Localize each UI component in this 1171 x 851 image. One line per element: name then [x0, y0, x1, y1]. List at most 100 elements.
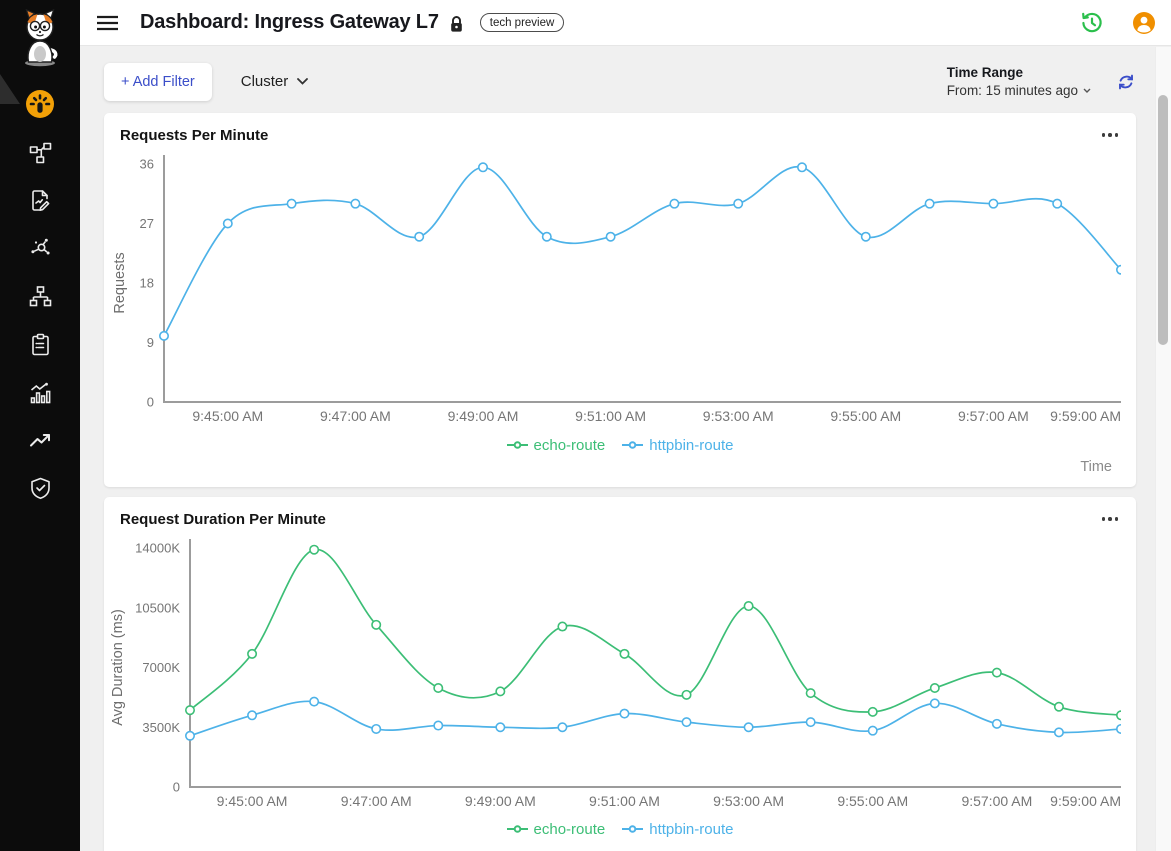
data-point-marker [371, 723, 382, 734]
refresh-button[interactable] [1117, 73, 1135, 91]
legend-item-echo-route[interactable]: echo-route [506, 821, 605, 838]
data-point-marker [371, 619, 382, 630]
sidebar-item-zones[interactable] [0, 272, 80, 320]
page-title: Dashboard: Ingress Gateway L7 [140, 11, 439, 33]
data-point-marker [541, 231, 552, 242]
data-point-marker [557, 621, 568, 632]
chart-title: Requests Per Minute [120, 127, 269, 144]
topbar-actions [1080, 11, 1156, 35]
y-tick-label: 27 [140, 216, 154, 231]
data-point-marker [805, 717, 816, 728]
data-point-marker [185, 730, 196, 741]
data-point-marker [557, 722, 568, 733]
data-point-marker [619, 648, 630, 659]
data-point-marker [991, 718, 1002, 729]
sidebar-item-metrics[interactable] [0, 368, 80, 416]
legend-label: httpbin-route [649, 820, 734, 838]
x-axis-title [104, 839, 1136, 851]
time-range-label: Time Range [946, 65, 1023, 80]
data-point-marker [247, 648, 258, 659]
user-avatar-button[interactable] [1132, 11, 1156, 35]
requests-per-minute-card: Requests Per Minute 0 9 18 27 36 Requests 9:45… [104, 113, 1136, 487]
data-point-marker [733, 198, 744, 209]
y-tick-label: 18 [140, 276, 154, 291]
chart-menu-button[interactable] [1100, 511, 1121, 527]
x-tick-label: 9:49:00 AM [448, 408, 519, 424]
legend-marker-icon [506, 825, 528, 833]
x-tick-label: 9:55:00 AM [837, 793, 908, 809]
y-tick-label: 14000K [135, 541, 180, 556]
kuma-cat-logo[interactable] [17, 6, 63, 68]
legend-item-httpbin-route[interactable]: httpbin-route [622, 821, 733, 838]
legend-item-httpbin-route[interactable]: httpbin-route [622, 437, 733, 454]
axis-line [189, 539, 1121, 788]
chart-title: Request Duration Per Minute [120, 511, 326, 528]
sidebar-item-trends[interactable] [0, 416, 80, 464]
data-point-marker [924, 198, 935, 209]
requests-per-minute-chart: 0 9 18 27 36 Requests 9:45:00 AM 9:47:00 AM 9:49… [112, 155, 1121, 424]
series-line-httpbin-route [163, 165, 1121, 337]
sidebar-item-policies[interactable] [0, 176, 80, 224]
sidebar-nav [0, 80, 80, 512]
data-point-marker [286, 198, 297, 209]
y-tick-label: 0 [147, 395, 154, 410]
x-tick-label: 9:55:00 AM [830, 408, 901, 424]
y-axis-title: Requests [112, 252, 128, 313]
y-tick-label: 3500K [142, 720, 180, 735]
x-tick-label: 9:47:00 AM [320, 408, 391, 424]
data-point-marker [805, 688, 816, 699]
legend-marker-icon [622, 825, 644, 833]
sidebar [0, 0, 80, 851]
data-point-marker [743, 722, 754, 733]
data-point-marker [1053, 701, 1064, 712]
y-tick-label: 36 [140, 157, 154, 172]
sidebar-fold-decoration [0, 74, 20, 104]
cluster-dropdown[interactable]: Cluster [241, 73, 309, 90]
y-axis-title: Avg Duration (ms) [110, 609, 126, 726]
data-point-marker [860, 231, 871, 242]
x-tick-label: 9:59:00 AM [1050, 793, 1121, 809]
chart-menu-button[interactable] [1100, 127, 1121, 143]
time-range-control: Time Range From: 15 minutes ago [947, 65, 1147, 98]
topology-icon [29, 142, 51, 163]
sidebar-item-security[interactable] [0, 464, 80, 512]
clipboard-icon [31, 333, 49, 355]
sitemap-icon [29, 285, 51, 306]
x-tick-label: 9:59:00 AM [1050, 408, 1121, 424]
data-point-marker [929, 682, 940, 693]
x-tick-label: 9:51:00 AM [575, 408, 646, 424]
shield-check-icon [30, 477, 50, 499]
series-line-echo-route [189, 548, 1121, 717]
y-tick-label: 7000K [142, 660, 180, 675]
request-duration-chart: 0 3500K 7000K 10500K 14000K Avg Duration (ms)… [110, 539, 1121, 809]
data-point-marker [495, 686, 506, 697]
data-point-marker [669, 198, 680, 209]
data-point-marker [605, 231, 616, 242]
legend-item-echo-route[interactable]: echo-route [506, 437, 605, 454]
bar-chart-icon [30, 382, 50, 403]
x-tick-label: 9:57:00 AM [958, 408, 1029, 424]
data-point-marker [247, 710, 258, 721]
data-point-marker [309, 544, 320, 555]
gauge-icon [26, 90, 54, 118]
add-filter-button[interactable]: + Add Filter [104, 62, 212, 101]
filter-bar: + Add Filter Cluster Time Range From: 15… [80, 46, 1171, 113]
lock-icon [449, 15, 464, 33]
sidebar-item-dashboards[interactable] [0, 80, 80, 128]
time-range-dropdown[interactable]: From: 15 minutes ago [947, 83, 1091, 98]
sidebar-item-checklist[interactable] [0, 320, 80, 368]
history-button[interactable] [1080, 11, 1104, 35]
hamburger-menu-button[interactable] [97, 15, 118, 31]
document-edit-icon [31, 189, 49, 211]
scrollbar-thumb[interactable] [1158, 95, 1168, 345]
data-point-marker [988, 198, 999, 209]
x-tick-label: 9:49:00 AM [465, 793, 536, 809]
sidebar-item-services[interactable] [0, 224, 80, 272]
axis-line [163, 155, 1121, 403]
data-point-marker [1052, 198, 1063, 209]
cluster-label: Cluster [240, 73, 289, 90]
x-tick-label: 9:47:00 AM [341, 793, 412, 809]
sidebar-item-topology[interactable] [0, 128, 80, 176]
chart-legend: echo-route httpbin-route [104, 819, 1136, 839]
data-point-marker [1116, 710, 1121, 721]
